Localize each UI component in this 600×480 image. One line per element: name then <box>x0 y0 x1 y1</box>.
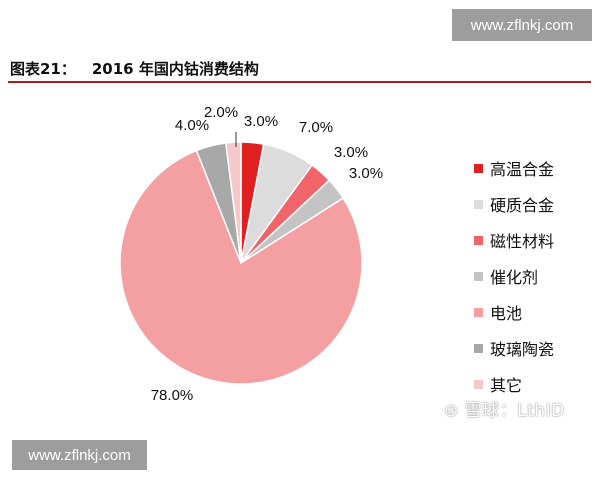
legend-item-5: 电池 <box>474 294 554 330</box>
data-label-5: 78.0% <box>151 387 194 404</box>
legend-item-3: 磁性材料 <box>474 222 554 258</box>
legend-label: 其它 <box>490 376 523 395</box>
legend-label: 催化剂 <box>490 268 539 287</box>
figure-title: 2016 年国内钴消费结构 <box>91 60 259 78</box>
legend-label: 磁性材料 <box>490 232 555 251</box>
legend-swatch <box>474 343 483 353</box>
data-label-2: 7.0% <box>299 119 333 136</box>
legend-swatch <box>474 271 483 281</box>
caption-divider <box>8 81 591 83</box>
legend-label: 硬质合金 <box>490 196 555 215</box>
legend-swatch <box>474 199 483 209</box>
legend-label: 电池 <box>490 304 523 323</box>
legend-swatch <box>474 379 483 389</box>
legend-item-4: 催化剂 <box>474 258 554 294</box>
site-watermark-bottom: www.zflnkj.com <box>12 440 147 470</box>
legend-label: 高温合金 <box>490 160 555 179</box>
legend-item-6: 玻璃陶瓷 <box>474 330 554 366</box>
pie-slices <box>119 141 363 385</box>
pie-slice-7 <box>224 141 242 264</box>
figure-caption: 图表21： 2016 年国内钴消费结构 <box>10 58 259 79</box>
site-watermark-top: www.zflnkj.com <box>452 9 592 41</box>
legend-item-1: 高温合金 <box>474 150 554 186</box>
data-label-7: 2.0% <box>204 104 238 121</box>
legend-swatch <box>474 235 483 245</box>
legend-label: 玻璃陶瓷 <box>490 340 555 359</box>
pie-slice-5 <box>119 149 363 385</box>
data-label-4: 3.0% <box>349 165 383 182</box>
legend: 高温合金硬质合金磁性材料催化剂电池玻璃陶瓷其它 <box>474 150 554 402</box>
data-labels: 3.0% 7.0%3.0%3.0%78.0%4.0%2.0% <box>151 104 383 404</box>
data-label-3: 3.0% <box>334 144 368 161</box>
xueqiu-logo-icon: ⊘ <box>444 401 465 421</box>
data-label-6: 4.0% <box>175 117 209 134</box>
data-label-1: 3.0% <box>244 113 278 130</box>
legend-swatch <box>474 307 483 317</box>
legend-item-7: 其它 <box>474 366 554 402</box>
legend-item-2: 硬质合金 <box>474 186 554 222</box>
xueqiu-watermark: ⊘ 雪球：LthID <box>444 401 565 421</box>
legend-swatch <box>474 163 483 173</box>
figure-number: 图表21： <box>10 60 76 78</box>
